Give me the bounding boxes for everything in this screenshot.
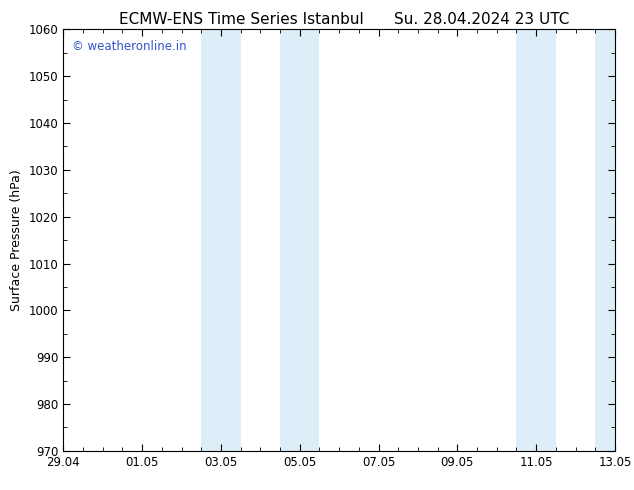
Bar xyxy=(202,29,241,451)
Y-axis label: Surface Pressure (hPa): Surface Pressure (hPa) xyxy=(10,169,23,311)
Bar xyxy=(280,29,320,451)
Text: ECMW-ENS Time Series Istanbul: ECMW-ENS Time Series Istanbul xyxy=(119,12,363,27)
Bar xyxy=(595,29,615,451)
Text: Su. 28.04.2024 23 UTC: Su. 28.04.2024 23 UTC xyxy=(394,12,569,27)
Text: © weatheronline.in: © weatheronline.in xyxy=(72,40,186,53)
Bar xyxy=(517,29,556,451)
